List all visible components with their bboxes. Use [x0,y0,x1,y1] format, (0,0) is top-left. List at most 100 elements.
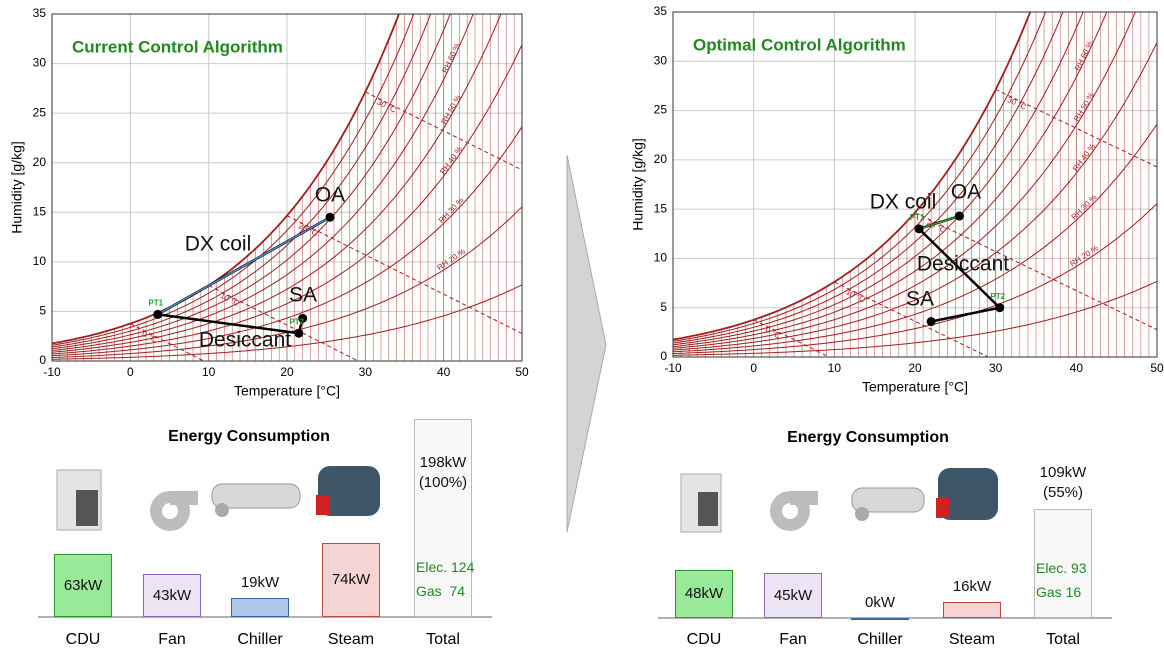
point-label: PT2 [289,317,304,326]
wet-bulb-line [914,212,1157,331]
wet-bulb-line [995,89,1157,168]
breakdown-label: Gas 74 [416,583,466,599]
rh-label: RH 40 % [1071,142,1097,173]
annotation: SA [289,284,317,307]
value-label: 45kW [773,586,813,604]
annotation: Desiccant [917,253,1009,276]
point-label: PT2 [990,292,1005,301]
y-tick-label: 0 [660,349,667,363]
x-tick-label: 0 [750,361,757,375]
plot-frame [51,13,523,362]
y-axis-label: Humidity [g/kg] [9,141,25,234]
wet-bulb-line [286,215,522,335]
annotation: Desiccant [199,329,291,352]
breakdown-label: Elec. 124 [416,559,475,575]
annotation: DX coil [185,233,252,256]
rh-curve [52,14,415,346]
y-tick-label: 35 [33,6,47,20]
category-label: Fan [158,631,186,648]
wet-bulb-line [834,281,989,357]
rh-curve [52,284,522,360]
value-label: 16kW [952,578,992,595]
rh-label: RH 30 % [437,196,466,225]
bar [414,419,472,617]
x-tick-label: 40 [1070,361,1084,375]
x-tick-label: 30 [359,365,373,379]
y-tick-label: 20 [654,152,668,166]
x-tick-label: 40 [437,365,451,379]
value-label: 0kW [865,594,895,611]
chart-title: Current Control Algorithm [72,37,283,56]
x-tick-label: 10 [828,361,842,375]
annotation: DX coil [870,191,937,214]
x-axis-label: Temperature [°C] [234,383,340,399]
x-axis-label: Temperature [°C] [862,379,968,395]
chart-title: Optimal Control Algorithm [693,35,906,54]
y-tick-label: 10 [33,254,47,268]
process-point [298,313,308,323]
rh-curve [673,203,1157,354]
y-tick-label: 10 [654,251,668,265]
y-tick-label: 5 [660,300,667,314]
x-tick-label: 50 [1150,361,1164,375]
bar [943,602,1001,618]
x-tick-label: 50 [515,365,529,379]
plot-area: 0 °C10 °C20 °C30 °CRH 20 %RH 30 %RH 40 %… [52,14,522,361]
category-label: Chiller [857,631,903,648]
value-label: 198kW (100%) [418,454,468,491]
process-point [325,212,335,222]
x-tick-label: 20 [908,361,922,375]
category-label: Steam [328,631,374,648]
chart-title: Energy Consumption [168,428,330,445]
bar [322,543,380,617]
point-label: PT1 [148,299,163,308]
bar [675,570,733,618]
bar [1034,509,1092,618]
bar [143,574,201,617]
category-label: CDU [66,631,101,648]
value-label: 48kW [684,585,724,602]
x-tick-label: 30 [989,361,1003,375]
wet-bulb-line [753,319,830,357]
y-tick-label: 0 [39,353,46,367]
annotation: OA [951,181,981,204]
rh-curve [673,12,1084,346]
value-label: 63kW [63,576,103,594]
y-tick-label: 25 [33,105,47,119]
bar [54,554,112,617]
rh-curve [52,14,432,348]
y-tick-label: 20 [33,155,47,169]
category-label: Chiller [237,631,283,648]
rh-curve [673,12,1136,349]
wet-bulb-label: 30 °C [376,98,398,115]
x-tick-label: 10 [202,365,216,379]
value-label: 43kW [152,586,192,604]
value-label: 19kW [240,574,280,591]
x-tick-label: -10 [664,361,682,375]
rh-curve [52,14,502,353]
category-label: Fan [779,631,807,648]
icons [56,466,998,533]
process-point [914,224,924,234]
rh-curve [52,14,451,350]
process-point [995,303,1005,313]
bar [851,618,909,620]
rh-curve [52,14,400,345]
rh-curve [52,44,522,355]
y-tick-label: 30 [654,53,668,67]
y-tick-label: 15 [33,204,47,218]
rh-label: RH 40 % [438,145,464,176]
y-tick-label: 30 [33,56,47,70]
bar [764,573,822,618]
category-label: Total [426,631,460,648]
category-label: CDU [687,631,722,648]
plot-area: 0 °C10 °C20 °C30 °CRH 20 %RH 30 %RH 40 %… [673,12,1157,357]
category-label: Total [1046,631,1080,648]
coil-segment [157,216,331,316]
y-axis-label: Humidity [g/kg] [630,138,646,231]
rh-curve [673,123,1157,353]
point-label: PT1 [910,213,925,222]
annotation: SA [906,288,934,311]
